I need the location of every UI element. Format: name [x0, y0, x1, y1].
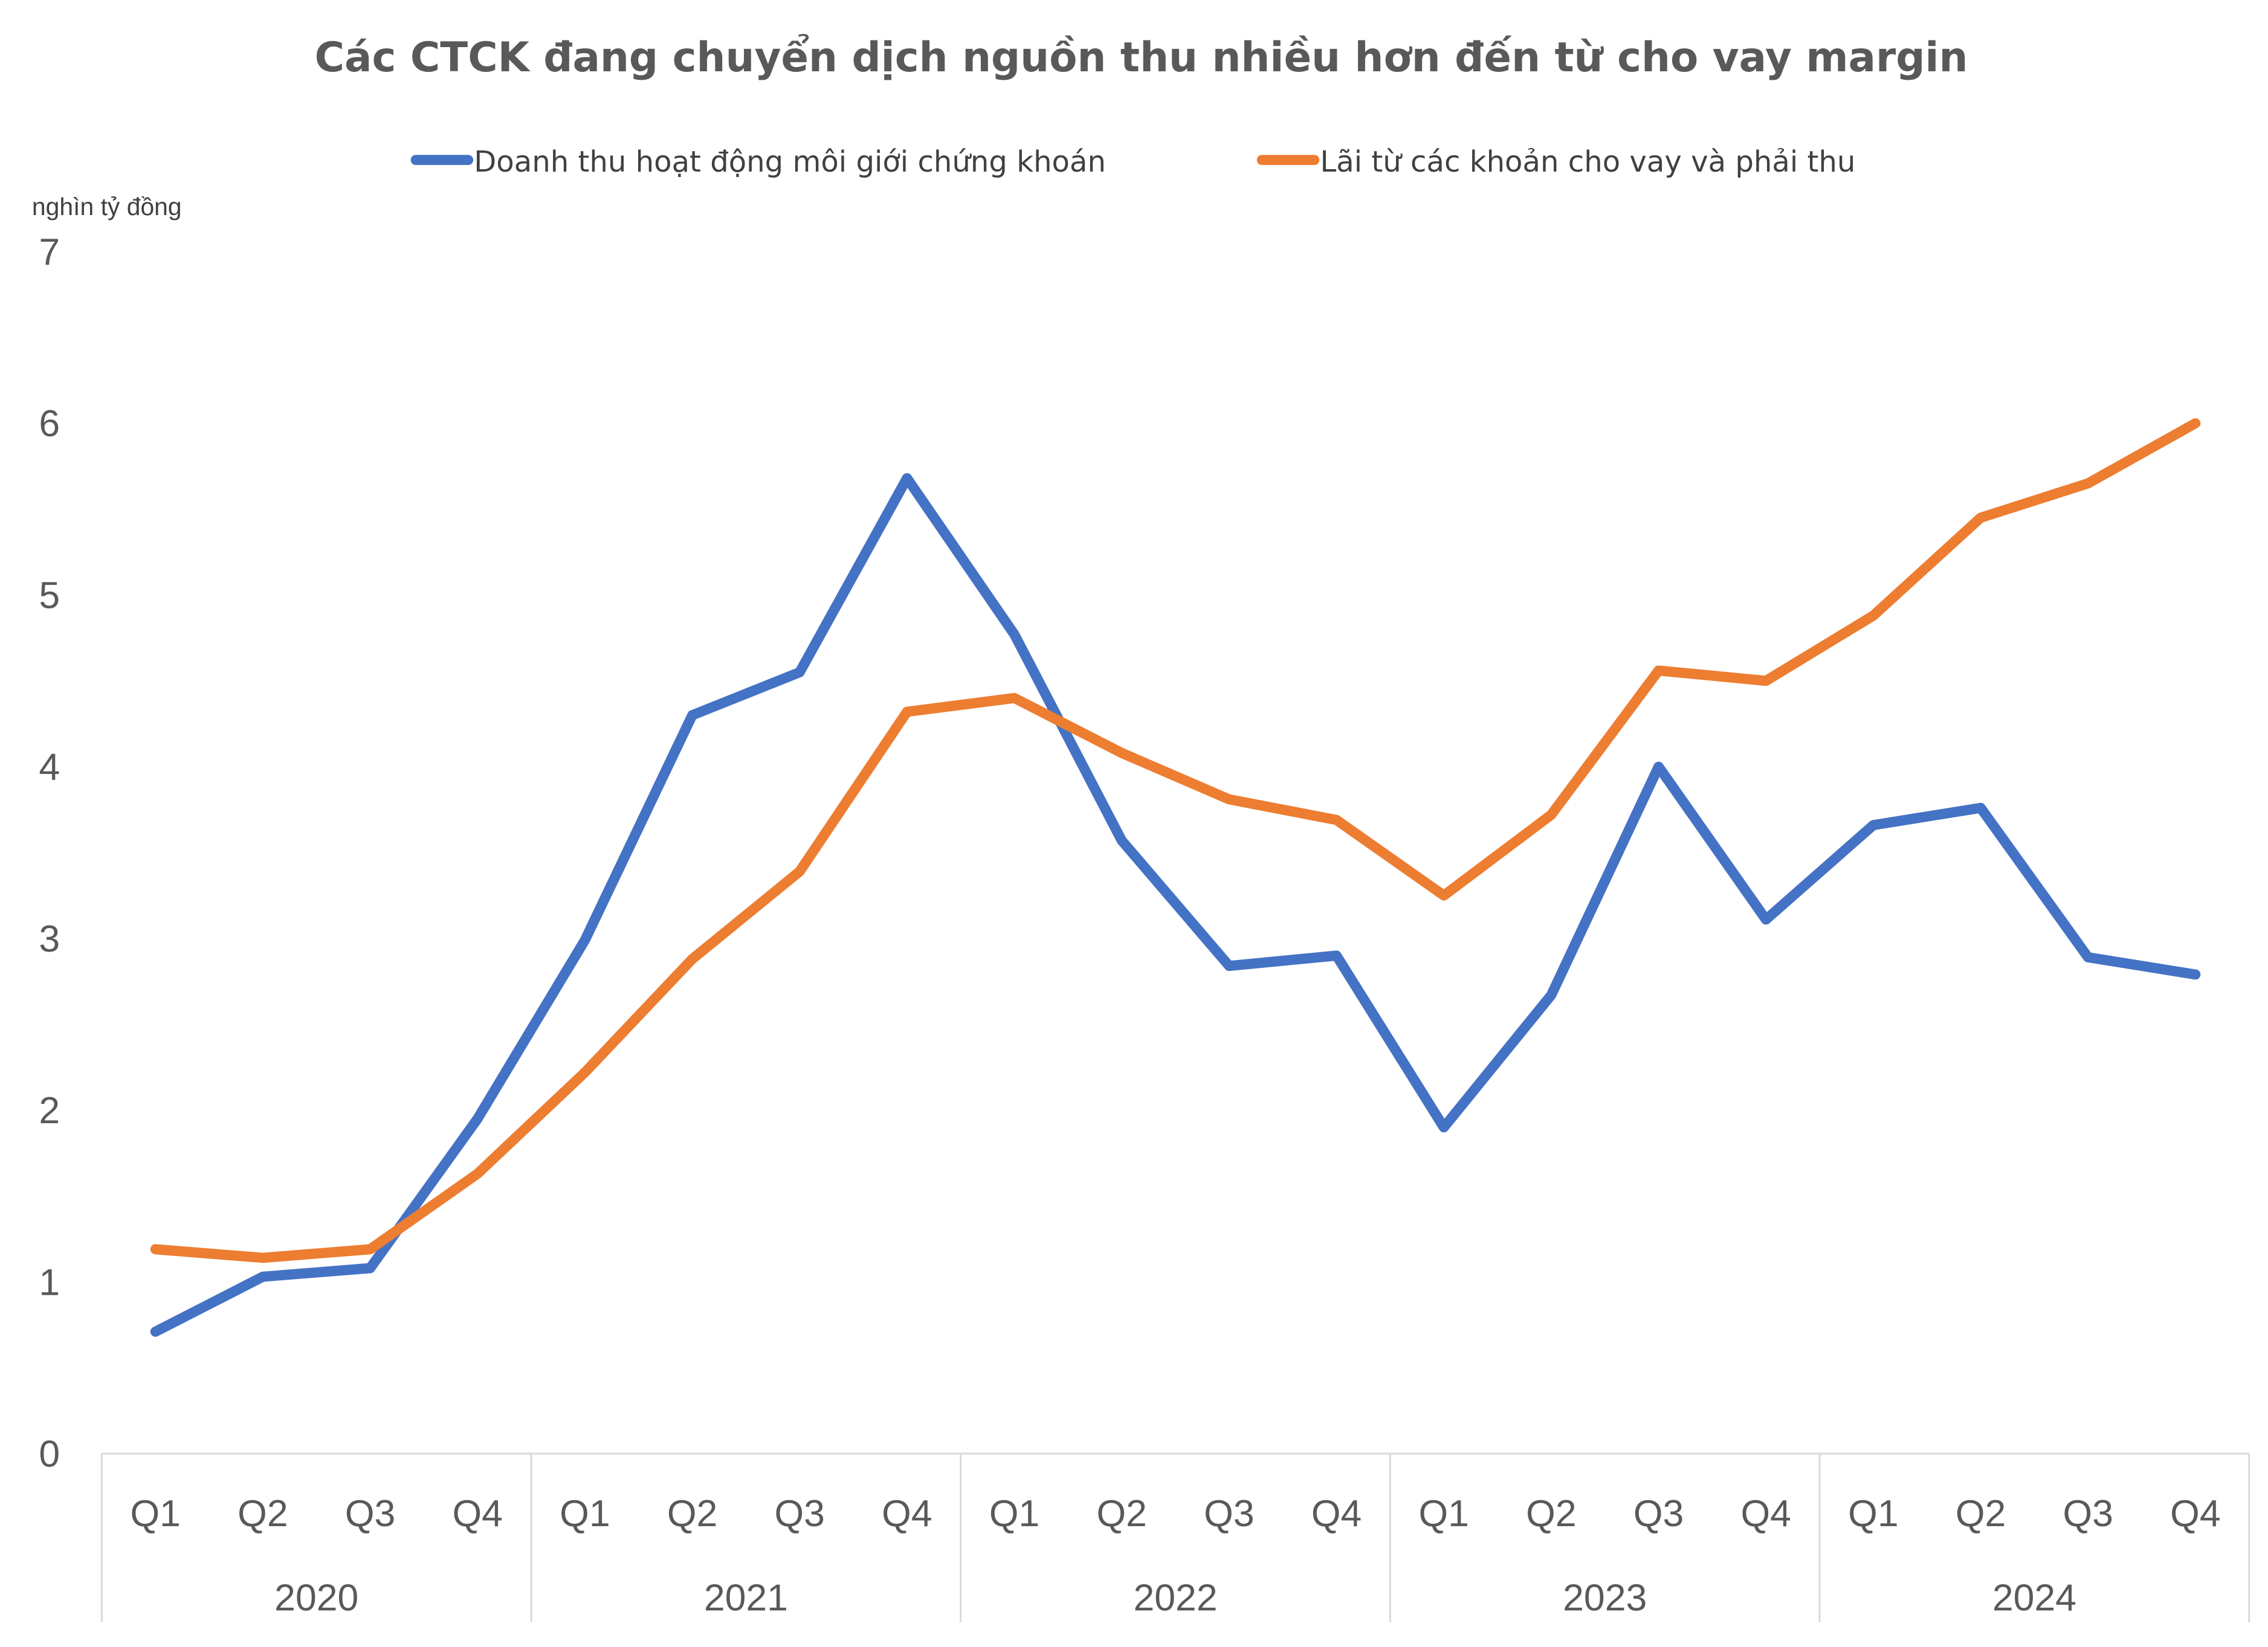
x-tick-quarter-label: Q4 [2170, 1492, 2220, 1535]
series-line-brokerage [150, 473, 2201, 1337]
x-tick-quarter-label: Q4 [1311, 1492, 1362, 1535]
series-line-lending [150, 418, 2201, 1263]
x-tick-year-label: 2022 [1133, 1577, 1217, 1619]
x-tick-quarter-label: Q2 [1526, 1492, 1576, 1535]
x-tick-quarter-label: Q2 [667, 1492, 717, 1535]
y-tick-label: 6 [39, 402, 60, 445]
y-tick-label: 0 [39, 1433, 60, 1475]
x-tick-quarter-label: Q3 [1204, 1492, 1254, 1535]
x-tick-quarter-label: Q2 [1956, 1492, 2006, 1535]
y-tick-label: 4 [39, 746, 60, 788]
x-tick-quarter-label: Q1 [1419, 1492, 1469, 1535]
y-tick-label: 2 [39, 1089, 60, 1132]
legend: Doanh thu hoạt động môi giới chứng khoán… [410, 145, 1855, 179]
x-tick-year-label: 2023 [1563, 1577, 1647, 1619]
x-tick-quarter-label: Q1 [131, 1492, 181, 1535]
x-tick-year-label: 2024 [1992, 1577, 2076, 1619]
x-tick-year-label: 2021 [704, 1577, 788, 1619]
x-tick-quarter-label: Q3 [1633, 1492, 1684, 1535]
x-tick-quarter-label: Q1 [1848, 1492, 1898, 1535]
x-tick-quarter-label: Q3 [775, 1492, 825, 1535]
chart-title: Các CTCK đang chuyển dịch nguồn thu nhiề… [315, 33, 1968, 81]
x-tick-quarter-label: Q2 [1097, 1492, 1147, 1535]
y-axis-unit-label: nghìn tỷ đồng [32, 193, 182, 221]
y-tick-label: 3 [39, 918, 60, 960]
x-tick-quarter-label: Q4 [1741, 1492, 1791, 1535]
y-tick-label: 5 [39, 574, 60, 616]
y-tick-label: 1 [39, 1261, 60, 1303]
y-tick-label: 7 [39, 231, 60, 273]
legend-label-lending: Lãi từ các khoản cho vay và phải thu [1320, 145, 1855, 179]
x-tick-quarter-label: Q3 [345, 1492, 395, 1535]
x-tick-quarter-label: Q1 [989, 1492, 1039, 1535]
x-tick-quarter-label: Q3 [2063, 1492, 2113, 1535]
x-tick-quarter-label: Q4 [453, 1492, 503, 1535]
x-tick-year-label: 2020 [274, 1577, 358, 1619]
x-tick-quarter-label: Q1 [560, 1492, 610, 1535]
x-tick-quarter-label: Q4 [882, 1492, 932, 1535]
x-tick-quarter-label: Q2 [237, 1492, 288, 1535]
legend-label-brokerage: Doanh thu hoạt động môi giới chứng khoán [474, 145, 1106, 179]
